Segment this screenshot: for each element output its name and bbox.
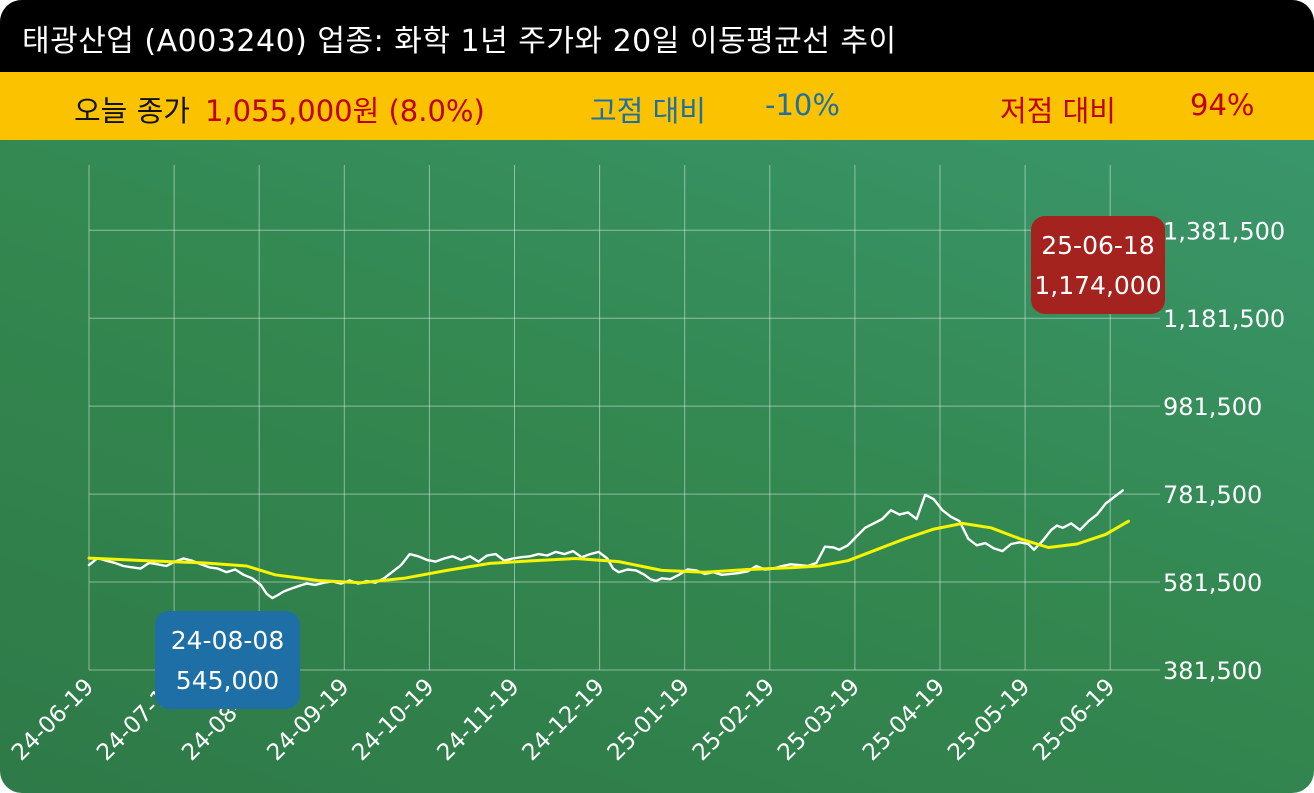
- y-axis-ticks: 381,500 581,500 781,500 981,500 1,181,500 1,3…: [1163, 217, 1285, 685]
- x-tick-label: 25-01-19: [603, 674, 695, 766]
- x-tick-label: 24-06-19: [7, 674, 99, 766]
- close-value: 1,055,000원 (8.0%): [205, 94, 485, 128]
- grid: [88, 165, 1160, 671]
- x-tick-label: 25-06-19: [1028, 674, 1120, 766]
- y-tick-label: 581,500: [1163, 569, 1262, 597]
- moving-average-line: [87, 519, 1130, 585]
- x-tick-label: 24-12-19: [518, 674, 610, 766]
- x-tick-label: 25-05-19: [943, 674, 1035, 766]
- stats-bar: 오늘 종가 1,055,000원 (8.0%) 고점 대비 -10% 저점 대비…: [0, 72, 1314, 140]
- callout-date: 25-06-18: [1041, 231, 1154, 260]
- y-tick-label: 381,500: [1163, 657, 1262, 685]
- callout-value: 1,174,000: [1034, 271, 1161, 300]
- x-tick-label: 25-04-19: [858, 674, 950, 766]
- x-tick-label: 24-11-19: [433, 674, 525, 766]
- callout-box: [155, 611, 300, 709]
- y-tick-label: 1,381,500: [1163, 217, 1285, 245]
- y-tick-label: 1,181,500: [1163, 305, 1285, 333]
- price-line: [87, 489, 1125, 600]
- chart-title: 태광산업 (A003240) 업종: 화학 1년 주가와 20일 이동평균선 추…: [22, 24, 897, 59]
- high-callout: 25-06-18 1,174,000: [1031, 216, 1165, 314]
- series: [87, 489, 1130, 600]
- high-compare-label: 고점 대비: [590, 94, 706, 128]
- y-tick-label: 981,500: [1163, 393, 1262, 421]
- low-compare-label: 저점 대비: [1000, 94, 1116, 128]
- callout-date: 24-08-08: [171, 626, 284, 655]
- annotations: 25-06-18 1,174,000 24-08-08 545,000: [155, 216, 1165, 709]
- low-compare-value: 94%: [1190, 88, 1255, 122]
- close-label: 오늘 종가: [74, 94, 190, 128]
- low-callout: 24-08-08 545,000: [155, 611, 300, 709]
- callout-value: 545,000: [176, 666, 279, 695]
- title-bar: 태광산업 (A003240) 업종: 화학 1년 주가와 20일 이동평균선 추…: [0, 0, 1314, 72]
- y-tick-label: 781,500: [1163, 481, 1262, 509]
- x-tick-label: 25-03-19: [773, 674, 865, 766]
- high-compare-value: -10%: [765, 88, 840, 122]
- x-tick-label: 25-02-19: [688, 674, 780, 766]
- x-tick-label: 24-10-19: [347, 674, 439, 766]
- price-chart: 381,500 581,500 781,500 981,500 1,181,500 1,3…: [7, 165, 1285, 766]
- callout-box: [1031, 216, 1165, 314]
